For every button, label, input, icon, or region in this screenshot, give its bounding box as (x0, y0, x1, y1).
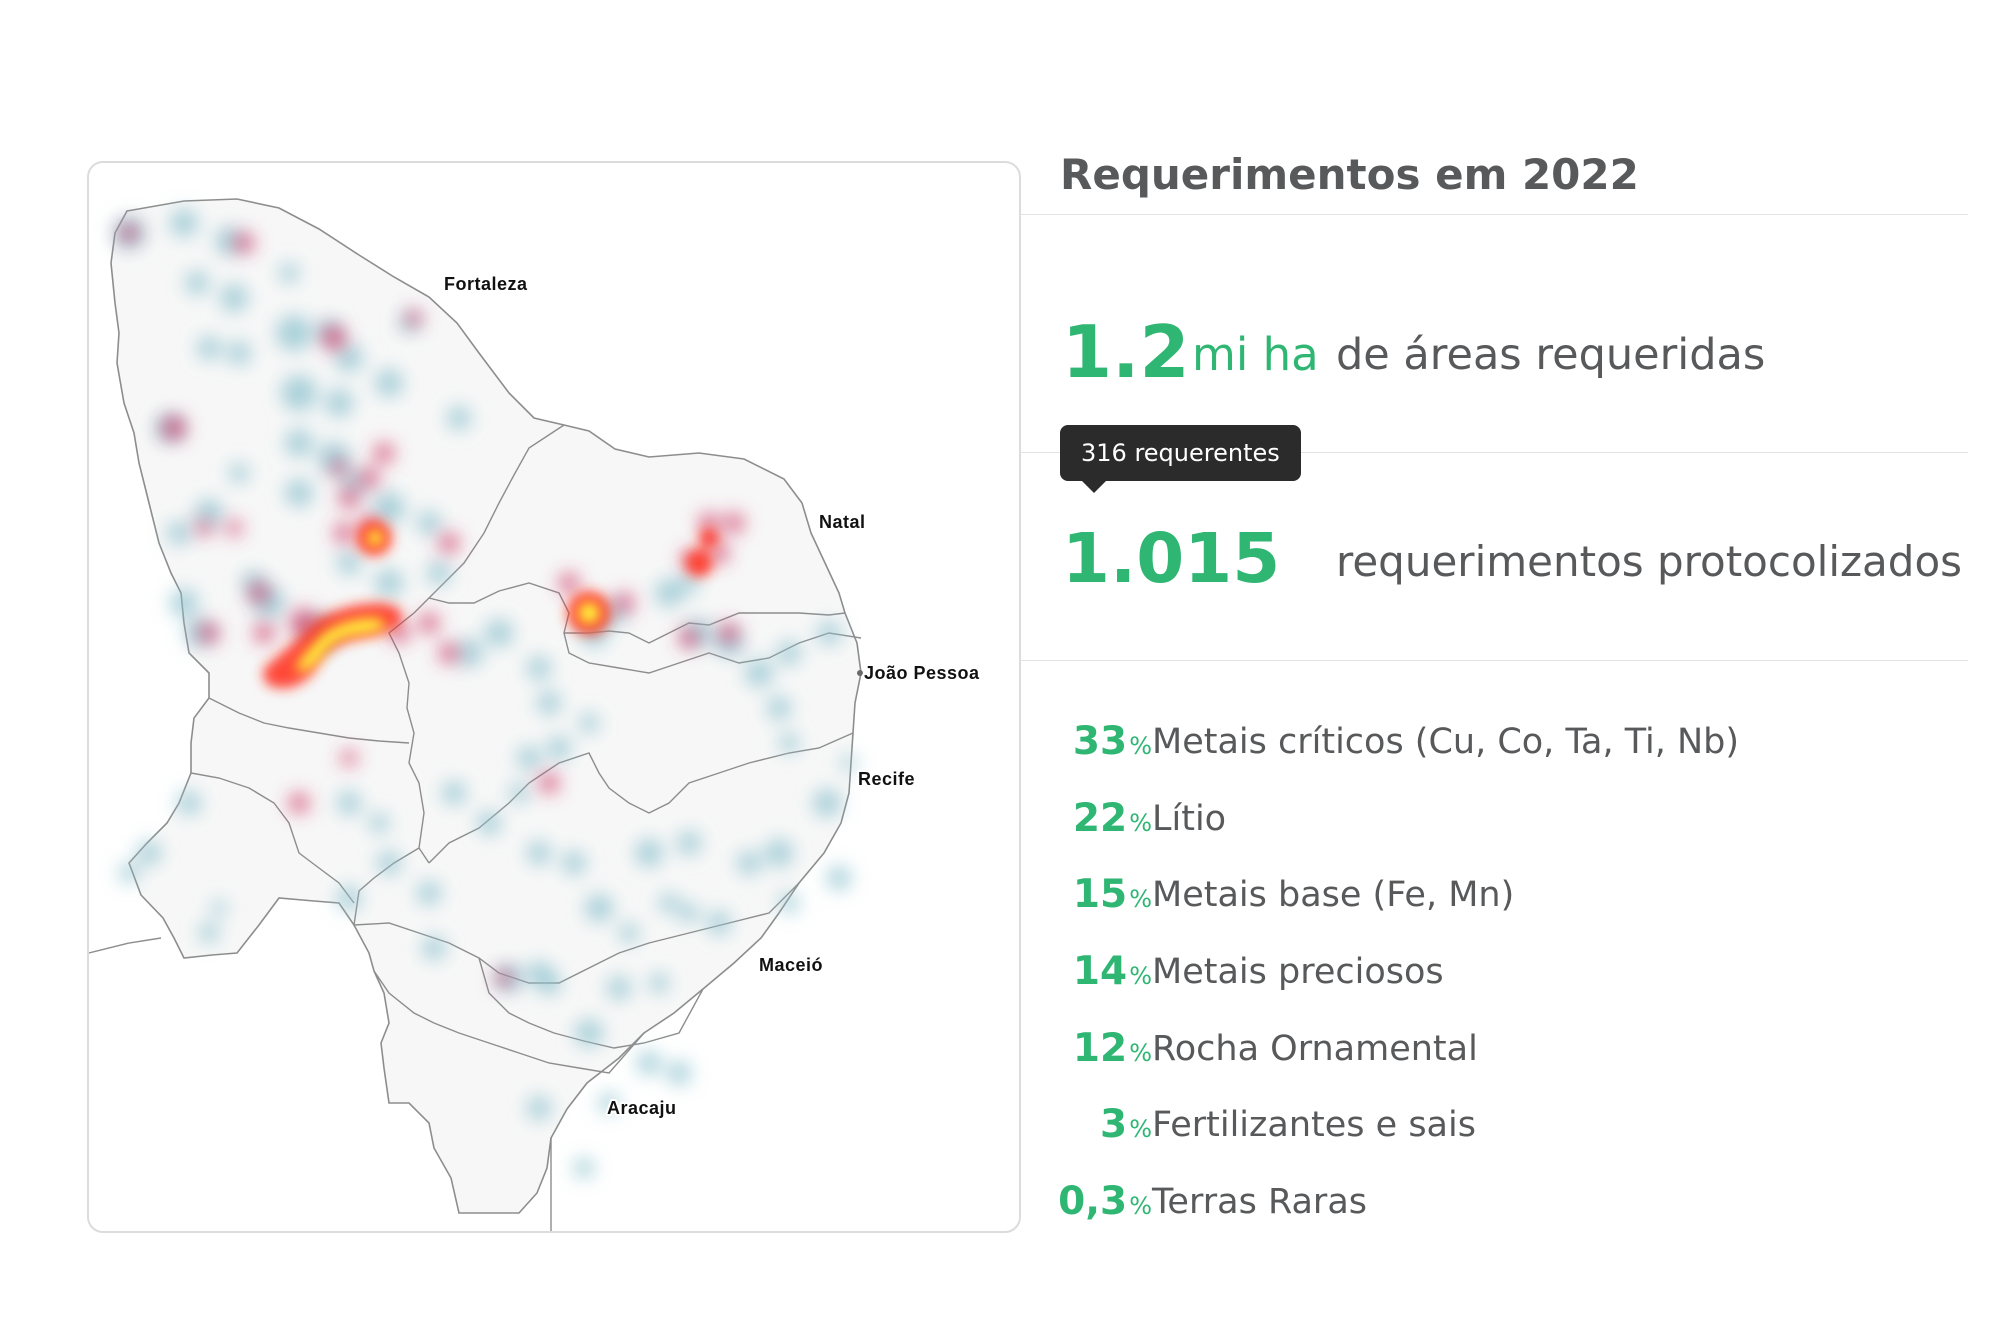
percent-value: 33% (1072, 719, 1152, 764)
heatmap-mid-density (120, 224, 744, 986)
category-label: Rocha Ornamental (1152, 1029, 1478, 1069)
list-item: 15% Metais base (Fe, Mn) (1020, 865, 1960, 925)
category-label: Metais críticos (Cu, Co, Ta, Ti, Nb) (1152, 722, 1740, 762)
category-label: Metais base (Fe, Mn) (1152, 875, 1515, 915)
heatmap-peak-density (296, 530, 600, 672)
requests-description: requerimentos protocolizados (1336, 537, 1963, 586)
area-description: de áreas requeridas (1336, 330, 1766, 380)
category-label: Terras Raras (1152, 1182, 1368, 1222)
percent-value: 3% (1100, 1102, 1152, 1147)
category-label: Metais preciosos (1152, 952, 1444, 992)
requests-number: 1.015 (1062, 519, 1281, 599)
category-label: Fertilizantes e sais (1152, 1105, 1476, 1145)
city-label-recife[interactable]: Recife (856, 767, 917, 791)
list-item: 3% Fertilizantes e sais (1020, 1095, 1960, 1155)
title-divider (1020, 214, 1968, 215)
city-label-aracaju[interactable]: Aracaju (605, 1096, 678, 1120)
region-map[interactable]: Fortaleza Natal João Pessoa Recife Macei… (89, 163, 1019, 1231)
list-item: 22% Lítio (1020, 789, 1960, 849)
city-label-joao-pessoa[interactable]: João Pessoa (862, 661, 982, 685)
percent-value: 12% (1072, 1026, 1152, 1071)
percent-value: 15% (1072, 872, 1152, 917)
percent-value: 14% (1072, 949, 1152, 994)
summary-panel: Requerimentos em 2022 1.2 mi ha de áreas… (1020, 0, 1980, 1333)
percent-value: 22% (1072, 796, 1152, 841)
city-label-maceio[interactable]: Maceió (757, 953, 825, 977)
area-number: 1.2 (1062, 310, 1190, 394)
requesters-tooltip: 316 requerentes (1060, 425, 1301, 493)
area-unit: mi ha (1192, 328, 1319, 381)
panel-title: Requerimentos em 2022 (1060, 150, 1639, 199)
heatmap-card[interactable]: Fortaleza Natal João Pessoa Recife Macei… (87, 161, 1021, 1233)
area-divider (1020, 452, 1968, 453)
list-item: 12% Rocha Ornamental (1020, 1019, 1960, 1079)
city-dot-joao-pessoa (857, 670, 863, 676)
list-item: 33% Metais críticos (Cu, Co, Ta, Ti, Nb) (1020, 712, 1960, 772)
category-label: Lítio (1152, 799, 1227, 839)
list-item: 0,3% Terras Raras (1020, 1172, 1960, 1232)
list-item: 14% Metais preciosos (1020, 942, 1960, 1002)
requests-divider (1020, 660, 1968, 661)
heatmap-low-density (113, 209, 857, 1178)
city-label-fortaleza[interactable]: Fortaleza (442, 272, 530, 296)
city-label-natal[interactable]: Natal (817, 510, 867, 534)
percent-value: 0,3% (1058, 1179, 1152, 1224)
